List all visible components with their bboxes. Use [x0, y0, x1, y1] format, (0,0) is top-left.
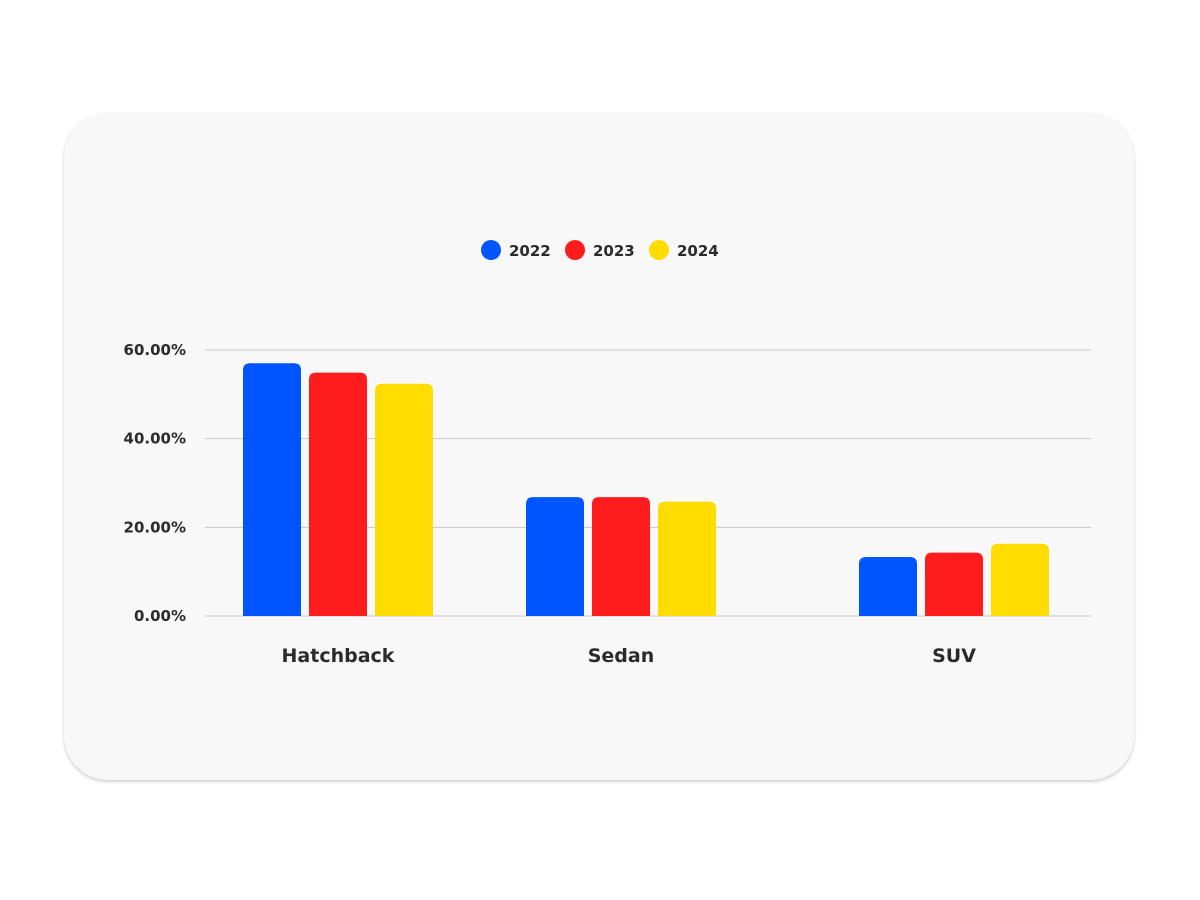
- bar-suv-2024: [991, 543, 1049, 616]
- bar-hatchback-2022: [243, 363, 301, 616]
- bar-hatchback-2023: [309, 372, 367, 616]
- x-category-label: Sedan: [588, 645, 655, 667]
- legend: 2022 2023 2024: [481, 240, 719, 260]
- y-tick-label: 40.00%: [124, 430, 186, 448]
- bars: [243, 363, 1049, 616]
- bar-suv-2022: [859, 557, 917, 616]
- bar-sedan-2024: [658, 501, 716, 616]
- y-tick-label: 0.00%: [134, 607, 186, 625]
- x-category-label: SUV: [932, 645, 976, 667]
- x-category-label: Hatchback: [282, 645, 395, 667]
- legend-label: 2022: [509, 242, 551, 260]
- bar-sedan-2022: [526, 497, 584, 616]
- y-tick-label: 20.00%: [124, 518, 186, 536]
- bar-hatchback-2024: [375, 383, 433, 616]
- y-axis-ticks: 0.00% 20.00% 40.00% 60.00%: [124, 341, 186, 625]
- legend-swatch-2022: [481, 240, 501, 260]
- x-axis-categories: Hatchback Sedan SUV: [282, 645, 977, 667]
- legend-swatch-2024: [649, 240, 669, 260]
- y-tick-label: 60.00%: [124, 341, 186, 359]
- legend-label: 2023: [593, 242, 635, 260]
- bar-sedan-2023: [592, 497, 650, 616]
- bar-suv-2023: [925, 552, 983, 616]
- legend-label: 2024: [677, 242, 719, 260]
- chart-card: [64, 113, 1134, 780]
- legend-swatch-2023: [565, 240, 585, 260]
